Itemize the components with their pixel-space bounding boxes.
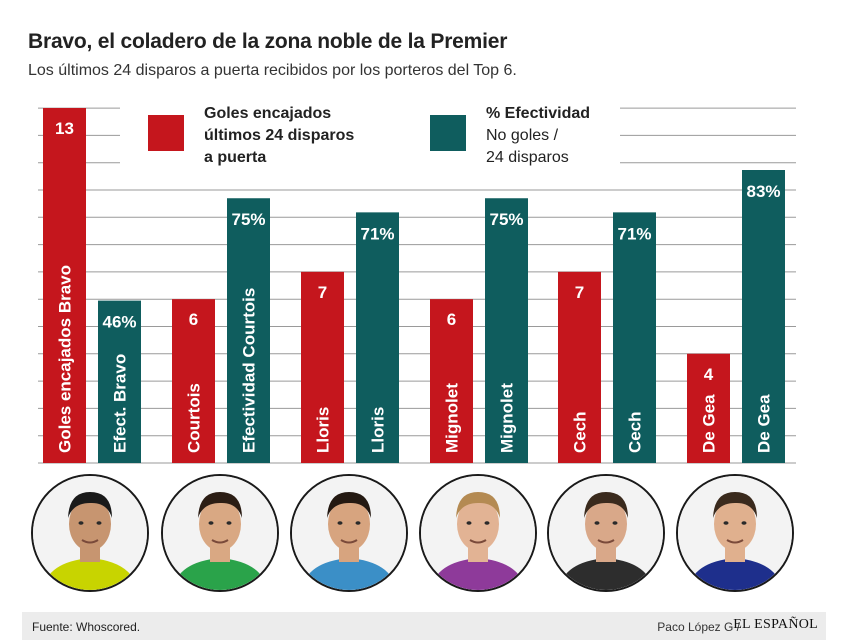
hair-shape	[198, 492, 242, 518]
face-shape	[69, 497, 111, 551]
hair-shape	[68, 492, 112, 518]
goals-bar-label: Cech	[571, 411, 590, 453]
goals-bar-courtois	[172, 299, 215, 463]
portrait-courtois	[161, 474, 279, 592]
hair-shape	[327, 492, 371, 518]
effectiveness-bar-label: Mignolet	[498, 383, 517, 453]
legend-swatch-goals	[148, 115, 184, 151]
effectiveness-bar-lloris	[356, 212, 399, 463]
legend-goals-line3: a puerta	[204, 149, 267, 166]
goals-value-label: 4	[704, 365, 714, 384]
footer-source: Fuente: Whoscored.	[32, 620, 140, 634]
jersey-shape	[302, 558, 396, 590]
chart-title: Bravo, el coladero de la zona noble de l…	[28, 30, 508, 53]
effectiveness-bar-bravo	[98, 300, 141, 463]
goals-bar-label: Mignolet	[443, 383, 462, 453]
effectiveness-bar-label: Lloris	[369, 407, 388, 453]
legend-swatch-effectiveness	[430, 115, 466, 151]
legend: Goles encajados últimos 24 disparos a pu…	[120, 95, 620, 175]
jersey-shape	[43, 558, 137, 590]
portrait-cech	[547, 474, 665, 592]
portrait-de-gea	[676, 474, 794, 592]
effectiveness-bar-label: Efectividad Courtois	[240, 288, 259, 453]
goals-value-label: 6	[189, 310, 198, 329]
effectiveness-value-label: 83%	[746, 182, 780, 201]
goals-bar-de-gea	[687, 353, 730, 463]
portrait-lloris	[290, 474, 408, 592]
effectiveness-bar-label: De Gea	[755, 394, 774, 453]
effectiveness-bar-label: Efect. Bravo	[111, 354, 130, 453]
portrait-bravo	[31, 474, 149, 592]
goals-bar-label: De Gea	[700, 394, 719, 453]
effectiveness-value-label: 75%	[489, 210, 523, 229]
face-shape	[714, 497, 756, 551]
goalkeeper-portraits	[0, 474, 854, 594]
effectiveness-bar-de-gea	[742, 170, 785, 463]
legend-goals-line2: últimos 24 disparos	[204, 127, 355, 144]
goals-bar-label: Lloris	[314, 407, 333, 453]
legend-eff-line2: No goles /	[486, 127, 559, 144]
effectiveness-bar-label: Cech	[626, 411, 645, 453]
jersey-shape	[173, 558, 267, 590]
jersey-shape	[431, 558, 525, 590]
effectiveness-bar-mignolet	[485, 198, 528, 463]
effectiveness-bar-courtois	[227, 198, 270, 463]
footer-source-label: Fuente:	[32, 620, 73, 634]
effectiveness-value-label: 46%	[102, 313, 136, 332]
legend-eff-line3: 24 disparos	[486, 149, 569, 166]
portrait-mignolet	[419, 474, 537, 592]
face-shape	[199, 497, 241, 551]
face-shape	[328, 497, 370, 551]
goals-bar-cech	[558, 271, 601, 463]
hair-shape	[456, 492, 500, 518]
jersey-shape	[688, 558, 782, 590]
effectiveness-value-label: 75%	[231, 210, 265, 229]
brand-logo: EL ESPAÑOL	[733, 617, 818, 632]
effectiveness-value-label: 71%	[360, 224, 394, 243]
goals-value-label: 13	[55, 119, 74, 138]
legend-item-effectiveness: % Efectividad No goles / 24 disparos	[430, 103, 590, 169]
footer-source-value: Whoscored.	[76, 620, 141, 634]
bar-chart: 13 Goles encajados Bravo 46% Efect. Bravo 6 C…	[38, 107, 796, 464]
legend-item-goals: Goles encajados últimos 24 disparos a pu…	[148, 103, 354, 169]
chart-subtitle: Los últimos 24 disparos a puerta recibid…	[28, 62, 517, 79]
effectiveness-value-label: 71%	[617, 224, 651, 243]
footer-author: Paco López G /	[657, 620, 740, 634]
legend-eff-line1: % Efectividad	[486, 105, 591, 122]
jersey-shape	[559, 558, 653, 590]
footer: Fuente: Whoscored. Paco López G / EL ESP…	[22, 612, 826, 640]
legend-goals-line1: Goles encajados	[204, 105, 332, 122]
goals-value-label: 7	[575, 283, 584, 302]
goals-bar-label: Courtois	[185, 383, 204, 453]
goals-bar-lloris	[301, 271, 344, 463]
effectiveness-bar-cech	[613, 212, 656, 463]
goals-bar-label: Goles encajados Bravo	[56, 265, 75, 453]
goals-bar-mignolet	[430, 299, 473, 463]
goals-value-label: 7	[318, 283, 327, 302]
hair-shape	[713, 492, 757, 518]
hair-shape	[584, 492, 628, 518]
goals-bar-bravo	[43, 108, 86, 463]
face-shape	[457, 497, 499, 551]
face-shape	[585, 497, 627, 551]
goals-value-label: 6	[447, 310, 456, 329]
